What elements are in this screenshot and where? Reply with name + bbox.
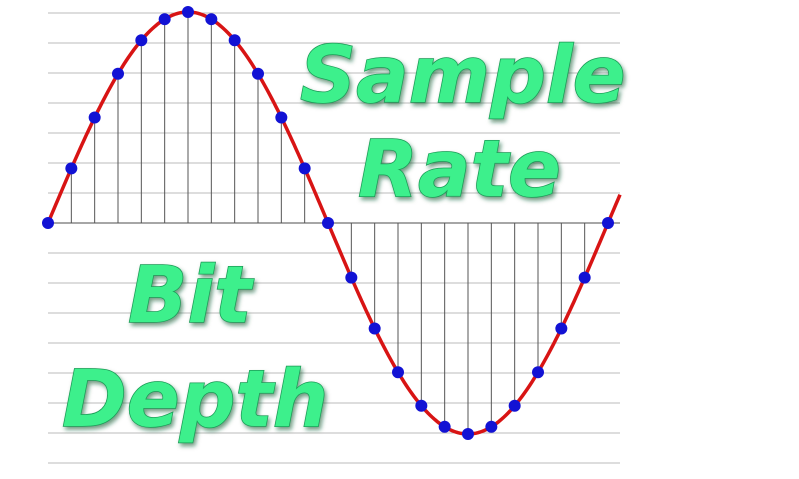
sample-dot (228, 34, 241, 47)
sample-dot (42, 217, 54, 229)
sample-dot (485, 420, 498, 433)
sample-dot (112, 67, 124, 80)
sample-dot (252, 67, 264, 80)
sample-dot (345, 271, 358, 284)
sample-dot (415, 399, 428, 412)
sample-dot (555, 322, 568, 335)
sample-dot (508, 399, 521, 412)
labels: Sample Rate Bit Depth (61, 30, 626, 446)
label-bit: Bit (128, 251, 254, 341)
sample-dot (322, 217, 334, 229)
sample-dot (438, 420, 451, 433)
sample-dot (578, 271, 591, 284)
sample-dot (88, 111, 101, 124)
sample-dot (392, 366, 404, 379)
sample-dot (602, 217, 614, 229)
sample-dots (42, 6, 614, 440)
sample-dot (275, 111, 288, 124)
sample-dot (462, 428, 474, 440)
sample-dot (532, 366, 544, 379)
sample-dot (65, 162, 78, 175)
label-depth: Depth (62, 355, 328, 445)
sample-dot (158, 13, 171, 26)
sample-dot (205, 13, 218, 26)
sample-dot (368, 322, 381, 335)
sample-dot (135, 34, 148, 47)
sample-stems (70, 12, 586, 434)
sample-dot (298, 162, 311, 175)
sample-dot (182, 6, 194, 18)
label-rate: Rate (358, 125, 561, 215)
label-sample: Sample (300, 31, 626, 121)
grid (48, 12, 620, 464)
